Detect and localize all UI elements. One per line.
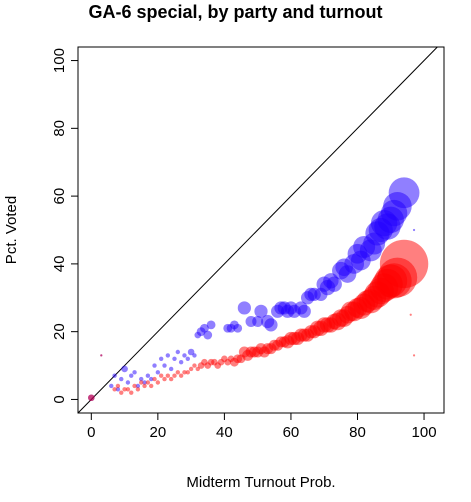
red-point: [149, 383, 154, 389]
x-tick-label: 20: [150, 424, 167, 441]
red-point: [172, 373, 177, 378]
red-point: [88, 394, 95, 402]
x-axis: 0 20 40 60 80 100: [87, 413, 437, 441]
y-tick-label: 100: [51, 48, 68, 73]
blue-point: [115, 387, 121, 392]
blue-point: [297, 304, 311, 318]
red-point: [129, 390, 134, 395]
blue-point: [388, 177, 420, 209]
blue-point: [178, 359, 184, 365]
blue-point: [182, 353, 187, 358]
y-tick-label: 60: [51, 188, 68, 205]
blue-point: [200, 323, 209, 333]
blue-point: [109, 383, 114, 389]
identity-reference-line: [77, 46, 438, 414]
red-point: [139, 380, 144, 385]
x-tick-label: 100: [412, 424, 437, 441]
red-point: [112, 387, 117, 392]
blue-point: [142, 380, 147, 385]
red-point: [412, 354, 416, 357]
blue-point: [206, 320, 216, 330]
red-point: [158, 373, 164, 378]
red-point: [132, 383, 137, 389]
blue-point: [237, 301, 251, 315]
y-tick-label: 40: [51, 256, 68, 273]
x-tick-label: 60: [283, 424, 300, 441]
red-point: [142, 383, 147, 389]
red-point: [379, 239, 429, 289]
blue-point: [254, 304, 268, 318]
red-point: [409, 313, 412, 316]
plot-frame: [77, 46, 445, 414]
blue-point: [121, 365, 128, 373]
blue-point: [187, 348, 195, 356]
red-point: [185, 370, 190, 375]
blue-point: [112, 373, 117, 378]
blue-point: [185, 356, 190, 361]
red-point: [152, 376, 157, 382]
blue-point: [125, 380, 131, 385]
blue-point: [135, 383, 141, 389]
red-point: [135, 387, 141, 392]
y-tick-label: 0: [51, 395, 68, 403]
red-point: [192, 363, 197, 368]
blue-point: [165, 353, 171, 358]
blue-point: [139, 376, 144, 382]
blue-point: [233, 323, 243, 333]
red-point: [162, 376, 167, 382]
x-tick-label: 40: [216, 424, 233, 441]
red-point: [100, 354, 103, 357]
y-tick-label: 20: [51, 323, 68, 340]
data-points: [88, 177, 429, 402]
blue-point: [119, 376, 124, 382]
blue-point: [252, 316, 264, 327]
blue-point: [145, 373, 151, 378]
red-point: [145, 380, 151, 385]
blue-point: [168, 366, 174, 372]
blue-point: [158, 356, 164, 361]
blue-point: [264, 318, 278, 332]
blue-point: [172, 356, 177, 361]
blue-point: [412, 228, 416, 232]
blue-point: [162, 363, 167, 368]
y-tick-label: 80: [51, 120, 68, 137]
blue-point: [132, 370, 137, 375]
blue-point: [152, 363, 157, 368]
red-point: [155, 380, 161, 385]
blue-point: [175, 349, 181, 355]
blue-point: [326, 276, 342, 292]
blue-point: [203, 330, 213, 340]
red-point: [188, 366, 194, 372]
red-point: [182, 370, 187, 375]
red-point: [125, 387, 131, 392]
blue-point: [155, 370, 161, 375]
blue-point: [192, 353, 197, 358]
red-point: [115, 383, 121, 389]
red-point: [119, 390, 124, 395]
y-axis-label: Pct. Voted: [3, 196, 20, 264]
blue-point: [149, 376, 154, 382]
x-tick-label: 80: [349, 424, 366, 441]
chart-title: GA-6 special, by party and turnout: [88, 2, 383, 22]
y-axis: 0 20 40 60 80 100: [51, 48, 78, 404]
red-point: [122, 387, 127, 392]
x-tick-label: 0: [87, 424, 95, 441]
red-point: [165, 373, 171, 378]
red-point: [168, 376, 174, 382]
red-point: [175, 370, 181, 375]
x-axis-label: Midterm Turnout Prob.: [186, 474, 335, 491]
red-point: [178, 373, 184, 378]
blue-point: [129, 373, 134, 378]
